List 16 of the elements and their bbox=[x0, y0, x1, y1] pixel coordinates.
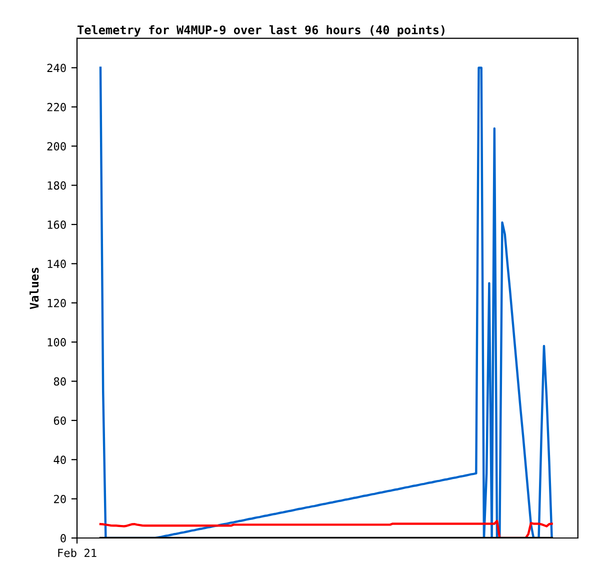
y-tick-label: 120 bbox=[48, 298, 66, 308]
y-tick-label: 100 bbox=[48, 338, 66, 346]
y-tick-label: 220 bbox=[47, 102, 66, 112]
y-tick-label: 200 bbox=[47, 142, 66, 151]
y-axis-title: Values bbox=[30, 268, 39, 310]
y-tick-label: 80 bbox=[54, 377, 66, 386]
y-tick-label: 140 bbox=[48, 260, 66, 268]
y-tick-label: 40 bbox=[54, 456, 66, 464]
x-tick-label: Feb 21 bbox=[58, 548, 96, 558]
y-tick-label: 180 bbox=[48, 181, 66, 190]
y-tick-label: 240 bbox=[47, 64, 66, 72]
chart-title: Telemetry for W4MUP-9 over last 96 hours (40 points) bbox=[78, 24, 444, 37]
y-tick-label: 0 bbox=[60, 534, 66, 542]
y-tick-label: 60 bbox=[54, 416, 66, 425]
y-tick-label: 160 bbox=[48, 220, 66, 229]
y-tick-label: 20 bbox=[54, 494, 66, 504]
